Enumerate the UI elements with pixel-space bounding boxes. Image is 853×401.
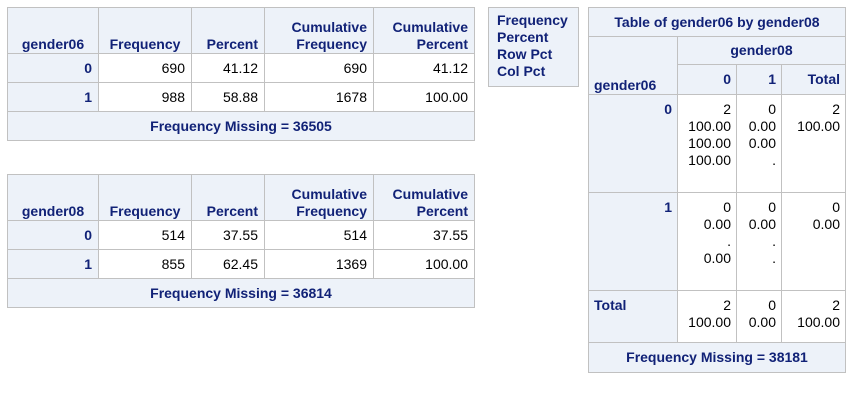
table-cell: 100.00 <box>373 82 475 112</box>
table-cell: 100.00 <box>373 249 475 279</box>
table-row: 0 690 41.12 690 41.12 <box>7 53 475 83</box>
table-cell: 2 100.00 100.00 100.00 <box>677 94 737 193</box>
column-header: Frequency <box>98 7 192 54</box>
table-cell: 514 <box>98 220 192 250</box>
table-cell: 0 0.00 . . <box>736 192 782 291</box>
table-cell: 690 <box>264 53 374 83</box>
table-row: 1 0 0.00 . 0.00 0 0.00 . . 0 0.00 <box>588 192 846 291</box>
column-header: Cumulative Percent <box>373 7 475 54</box>
table-cell: 41.12 <box>373 53 475 83</box>
column-header: Total <box>781 64 846 95</box>
column-header: gender08 <box>7 174 99 221</box>
table-cell: 2 100.00 <box>677 290 737 343</box>
column-header: 0 <box>677 64 737 95</box>
table-cell: 1369 <box>264 249 374 279</box>
column-header: Percent <box>191 7 265 54</box>
row-header: Total <box>588 290 678 343</box>
crosstab-title-row: Table of gender06 by gender08 <box>588 7 846 37</box>
row-header: 0 <box>7 53 99 83</box>
row-variable-label: gender06 <box>588 36 678 95</box>
row-header: 0 <box>7 220 99 250</box>
missing-row: Frequency Missing = 36505 <box>7 111 475 141</box>
table-cell: 690 <box>98 53 192 83</box>
table-row: 1 988 58.88 1678 100.00 <box>7 82 475 112</box>
table-cell: 62.45 <box>191 249 265 279</box>
frequency-table-gender08: gender08 Frequency Percent Cumulative Fr… <box>7 174 475 308</box>
column-header: Cumulative Percent <box>373 174 475 221</box>
table-row: Total 2 100.00 0 0.00 2 100.00 <box>588 290 846 343</box>
table-cell: 0 0.00 <box>781 192 846 291</box>
crosstab-colvar-row: gender06 gender08 <box>588 36 846 95</box>
table-cell: 1678 <box>264 82 374 112</box>
column-header: Cumulative Frequency <box>264 7 374 54</box>
crosstab-title: Table of gender06 by gender08 <box>588 7 846 37</box>
table-cell: 855 <box>98 249 192 279</box>
table-row: 0 2 100.00 100.00 100.00 0 0.00 0.00 . 2… <box>588 94 846 193</box>
row-header: 1 <box>588 192 678 291</box>
table-row: 1 855 62.45 1369 100.00 <box>7 249 475 279</box>
crosstab-colheader-row: 0 1 Total <box>589 64 846 95</box>
row-header: 1 <box>7 249 99 279</box>
frequency-missing: Frequency Missing = 36814 <box>7 278 475 308</box>
column-header: Cumulative Frequency <box>264 174 374 221</box>
column-header: Percent <box>191 174 265 221</box>
row-header: 1 <box>7 82 99 112</box>
table-cell: 37.55 <box>191 220 265 250</box>
frequency-missing: Frequency Missing = 38181 <box>588 342 846 373</box>
table-header-row: gender08 Frequency Percent Cumulative Fr… <box>7 174 475 221</box>
frequency-missing: Frequency Missing = 36505 <box>7 111 475 141</box>
missing-row: Frequency Missing = 36814 <box>7 278 475 308</box>
table-cell: 58.88 <box>191 82 265 112</box>
legend-statistics: Frequency Percent Row Pct Col Pct <box>488 7 579 87</box>
table-row: 0 514 37.55 514 37.55 <box>7 220 475 250</box>
frequency-table-gender06: gender06 Frequency Percent Cumulative Fr… <box>7 7 475 141</box>
table-cell: 2 100.00 <box>781 94 846 193</box>
table-cell: 0 0.00 . 0.00 <box>677 192 737 291</box>
missing-row: Frequency Missing = 38181 <box>588 342 846 373</box>
column-header: gender06 <box>7 7 99 54</box>
column-variable-label: gender08 <box>677 36 846 65</box>
table-cell: 0 0.00 <box>736 290 782 343</box>
table-cell: 988 <box>98 82 192 112</box>
table-cell: 514 <box>264 220 374 250</box>
table-cell: 0 0.00 0.00 . <box>736 94 782 193</box>
table-cell: 2 100.00 <box>781 290 846 343</box>
table-cell: 41.12 <box>191 53 265 83</box>
column-header: Frequency <box>98 174 192 221</box>
row-header: 0 <box>588 94 678 193</box>
column-header: 1 <box>736 64 782 95</box>
table-header-row: gender06 Frequency Percent Cumulative Fr… <box>7 7 475 54</box>
crosstab-legend: Frequency Percent Row Pct Col Pct <box>488 7 579 87</box>
crosstab-table: Table of gender06 by gender08 gender06 g… <box>588 7 846 373</box>
table-cell: 37.55 <box>373 220 475 250</box>
